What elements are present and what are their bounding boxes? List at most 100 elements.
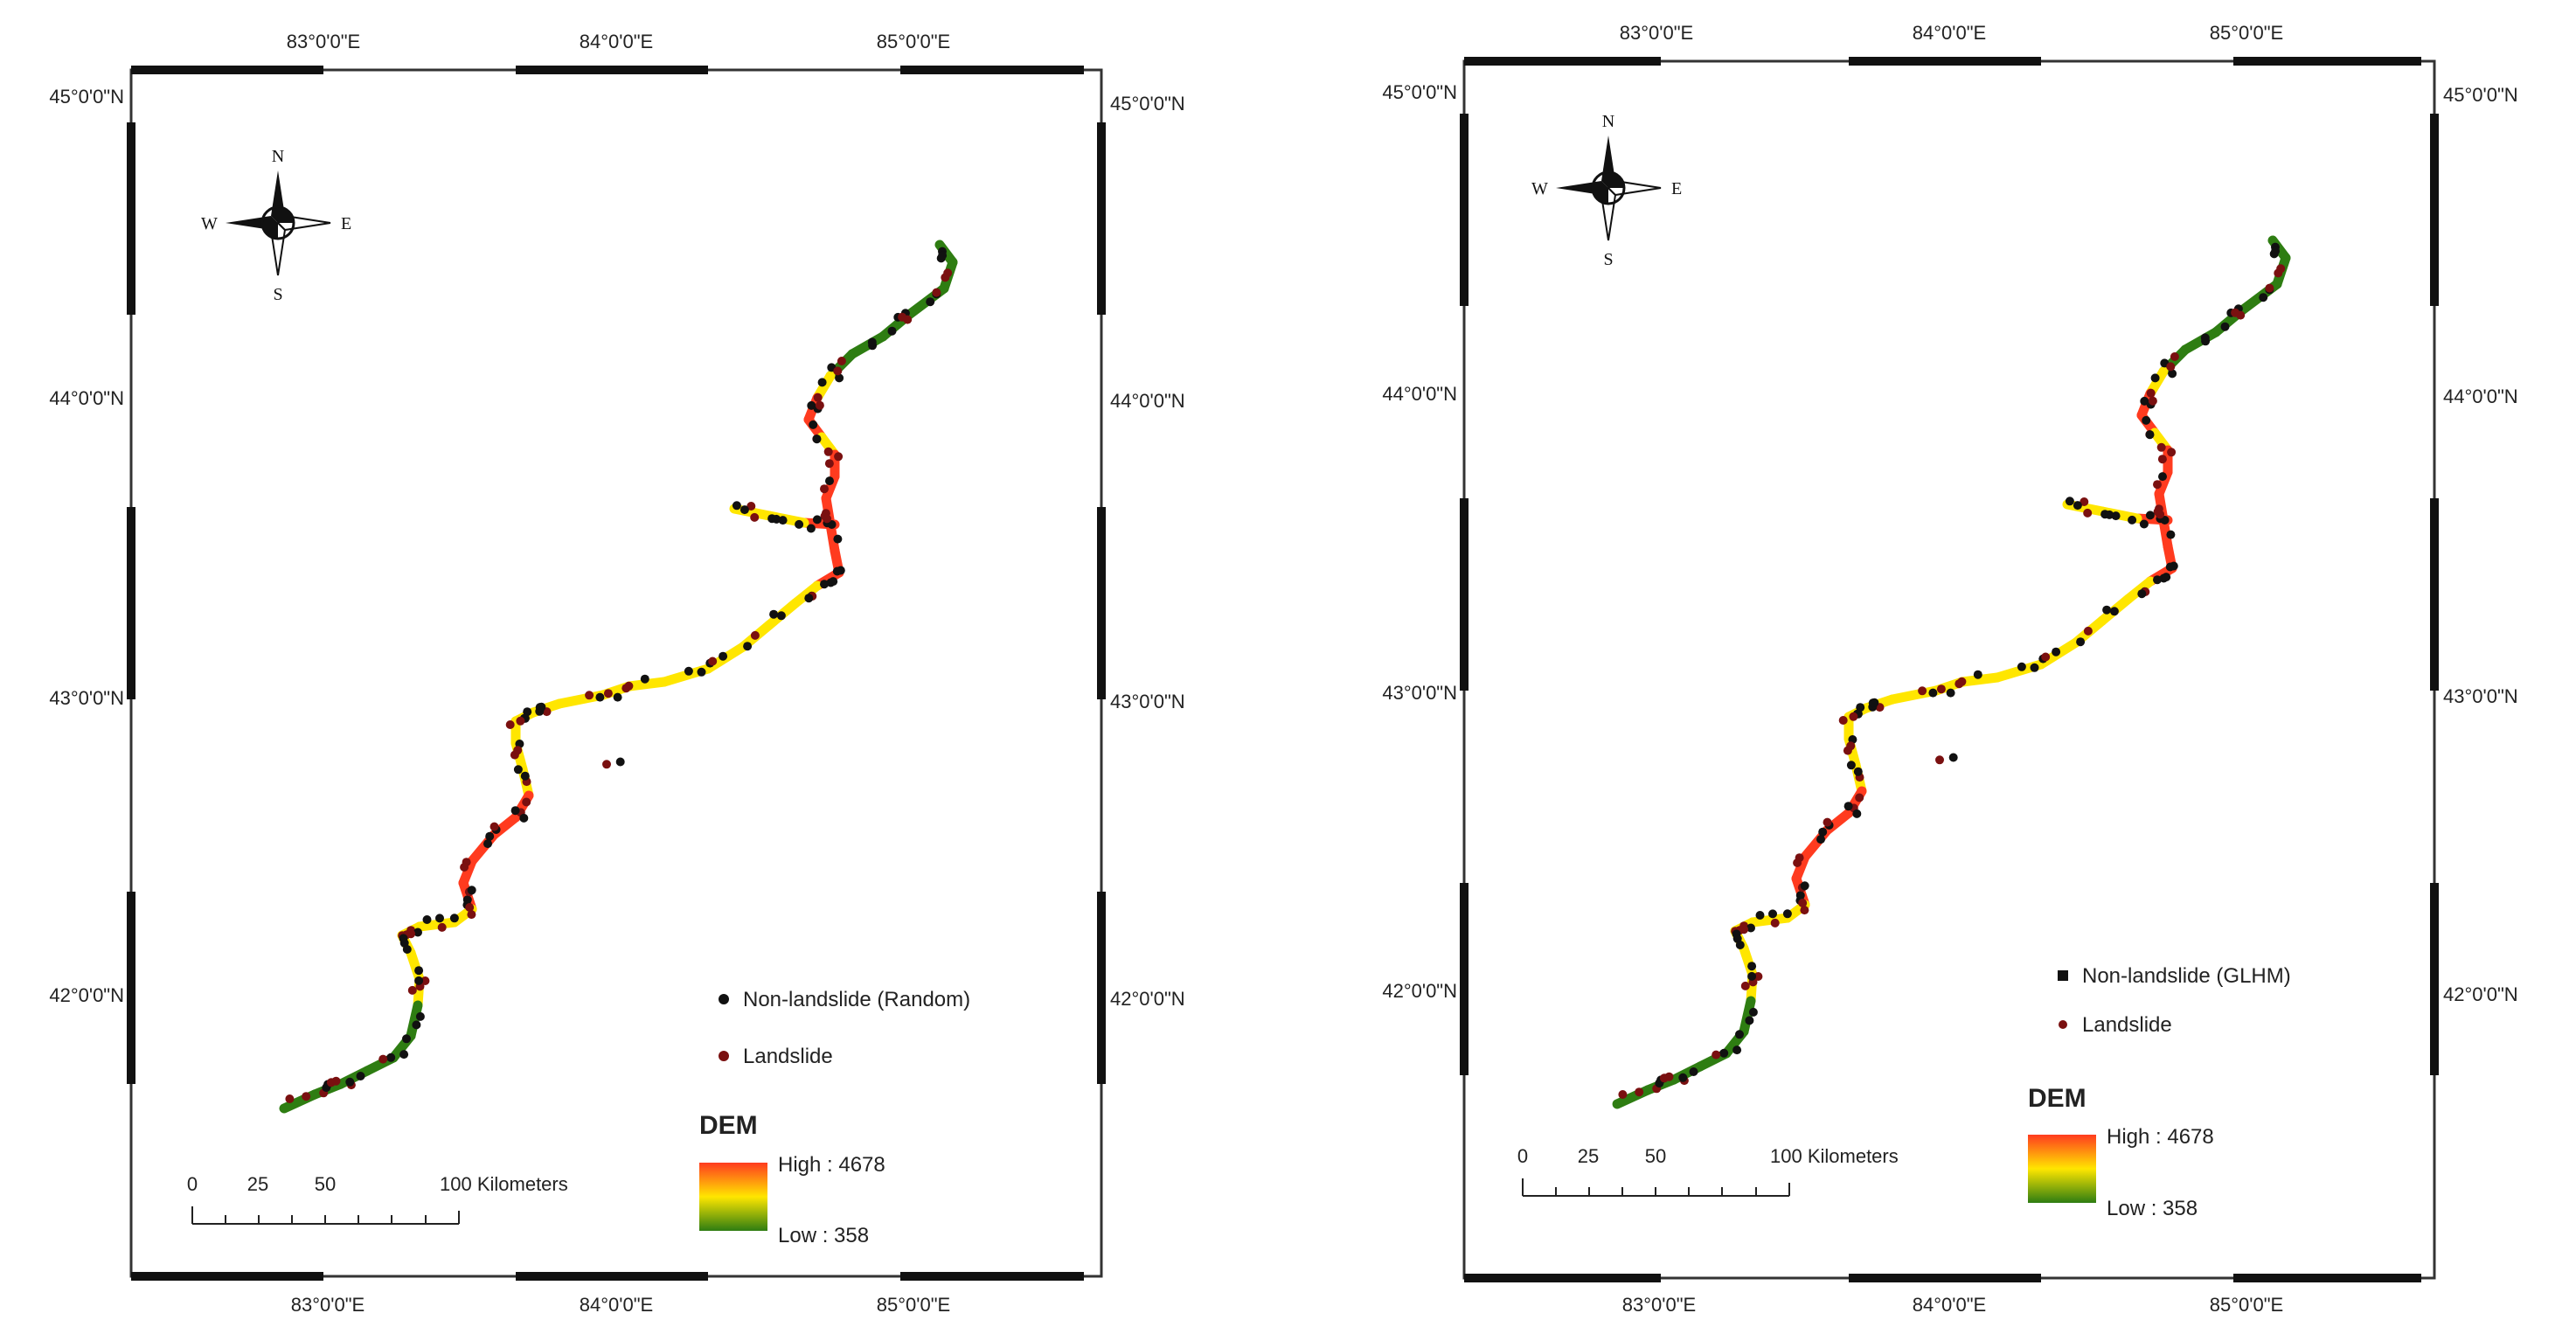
nonlandslide-point: [1856, 703, 1865, 712]
nonlandslide-point: [1818, 827, 1828, 837]
landslide-point: [898, 312, 907, 322]
x-tick-labels-bottom: 83°0'0"E 84°0'0"E 85°0'0"E: [291, 1294, 950, 1316]
nonlandslide-point: [2153, 575, 2162, 585]
x-tick-label: 83°0'0"E: [1622, 1294, 1696, 1316]
map-svg: 83°0'0"E 84°0'0"E 85°0'0"E 83°0'0"E 84°0…: [49, 31, 1185, 1316]
nonlandslide-point: [402, 945, 412, 954]
nonlandslide-point: [2076, 637, 2086, 647]
landslide-point: [1918, 686, 1927, 696]
nonlandslide-point: [356, 1072, 365, 1080]
river-segment: [406, 1000, 423, 1041]
legend-nonlandslide-label: Non-landslide (GLHM): [2082, 964, 2291, 988]
landslide-point: [505, 720, 515, 729]
nonlandslide-point: [825, 476, 834, 486]
x-tick-label: 85°0'0"E: [877, 31, 950, 52]
landslide-point: [285, 1094, 295, 1103]
nonlandslide-point: [2137, 589, 2147, 599]
scale-label: 25: [247, 1173, 268, 1195]
landslide-point: [1849, 712, 1858, 721]
x-tick-label: 85°0'0"E: [877, 1294, 950, 1316]
y-tick-label: 44°0'0"N: [1382, 383, 1457, 405]
landslide-point: [834, 452, 844, 462]
dem-high-label: High : 4678: [2107, 1125, 2214, 1149]
nonlandslide-point: [2109, 607, 2119, 616]
legend-landslide-label: Landslide: [2082, 1013, 2172, 1037]
nonlandslide-point: [1843, 802, 1853, 811]
landslide-point: [2166, 362, 2176, 372]
y-tick-label: 42°0'0"N: [2443, 983, 2518, 1005]
landslide-point: [2170, 352, 2179, 361]
nonlandslide-point: [2030, 663, 2039, 672]
x-tick-label: 85°0'0"E: [2210, 1294, 2283, 1316]
landslide-point: [2157, 455, 2167, 464]
nonlandslide-point: [1946, 688, 1955, 698]
dem-title: DEM: [2028, 1084, 2086, 1113]
scale-label: 50: [315, 1173, 336, 1195]
river-segment: [2062, 499, 2107, 517]
compass-n-label: N: [272, 147, 284, 166]
compass-rose-icon: N S E W: [201, 147, 351, 304]
river-segment: [414, 917, 460, 932]
landslide-point: [302, 1092, 311, 1101]
y-tick-labels-left: 45°0'0"N 44°0'0"N 43°0'0"N 42°0'0"N: [49, 86, 124, 1006]
landslide-point: [1770, 918, 1780, 928]
landslide-point: [820, 484, 829, 494]
landslide-point: [1846, 741, 1856, 751]
dem-color-ramp: [699, 1163, 767, 1231]
y-tick-labels-right: 45°0'0"N 44°0'0"N 43°0'0"N 42°0'0"N: [2443, 84, 2518, 1005]
nonlandslide-point: [812, 434, 822, 444]
landslide-point: [326, 1078, 336, 1087]
nonlandslide-point: [523, 707, 532, 717]
scale-bar: 0 25 50 100 Kilometers: [187, 1173, 568, 1225]
nonlandslide-point: [2105, 510, 2114, 519]
compass-s-label: S: [1603, 250, 1613, 269]
scale-label: 100 Kilometers: [440, 1173, 568, 1195]
landslide-marker: [2059, 1020, 2067, 1029]
landslide-point: [746, 502, 756, 511]
nonlandslide-point: [485, 831, 495, 841]
nonlandslide-point: [1735, 1030, 1744, 1039]
x-tick-label: 84°0'0"E: [580, 1294, 653, 1316]
nonlandslide-point: [1816, 835, 1825, 844]
nonlandslide-point: [414, 966, 424, 976]
landslide-point: [2083, 626, 2093, 636]
landslide-point: [2167, 448, 2177, 457]
x-tick-labels-bottom: 83°0'0"E 84°0'0"E 85°0'0"E: [1622, 1294, 2283, 1316]
nonlandslide-point: [2142, 415, 2151, 425]
y-tick-label: 44°0'0"N: [1110, 390, 1185, 412]
landslide-point: [823, 447, 833, 456]
legend: Non-landslide (Random) Landslide DEM Hig…: [699, 988, 970, 1247]
nonlandslide-point: [1719, 1048, 1729, 1058]
landslide-point: [708, 657, 718, 666]
nonlandslide-point: [887, 326, 897, 336]
nonlandslide-point: [513, 765, 523, 775]
nonlandslide-point: [833, 534, 843, 544]
nonlandslide-point: [1678, 1073, 1688, 1082]
map-frame: [129, 68, 1103, 1278]
x-tick-labels-top: 83°0'0"E 84°0'0"E 85°0'0"E: [287, 31, 950, 52]
landslide-point: [490, 822, 499, 831]
landslide-point: [2153, 480, 2162, 490]
nonlandslide-point: [2065, 497, 2074, 506]
landslide-point: [1635, 1087, 1644, 1097]
y-tick-label: 45°0'0"N: [1382, 81, 1457, 103]
nonlandslide-point: [1846, 761, 1856, 770]
river-segment: [624, 677, 670, 691]
landslide-point: [813, 393, 823, 402]
sample-points: [1618, 242, 2286, 1099]
landslide-marker: [719, 1051, 729, 1061]
river-segment: [1739, 996, 1756, 1037]
nonlandslide-point: [510, 806, 520, 816]
landslide-point: [824, 459, 834, 469]
landslide-point: [465, 903, 475, 912]
nonlandslide-point: [1689, 1067, 1698, 1076]
nonlandslide-point: [414, 976, 424, 985]
nonlandslide-point: [938, 251, 948, 261]
nonlandslide-point: [1745, 1016, 1754, 1025]
river-segment: [847, 331, 888, 359]
nonlandslide-point: [772, 514, 781, 524]
landslide-point: [1936, 684, 1946, 694]
map-panel-glhm: 83°0'0"E 84°0'0"E 85°0'0"E 83°0'0"E 84°0…: [1329, 0, 2576, 1327]
landslide-point: [1659, 1073, 1669, 1083]
nonlandslide-point: [1755, 911, 1765, 920]
